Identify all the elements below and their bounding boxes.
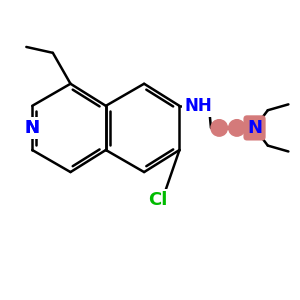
Text: N: N — [25, 119, 40, 137]
Circle shape — [229, 120, 245, 136]
Circle shape — [211, 120, 227, 136]
Text: N: N — [25, 119, 40, 137]
Text: N: N — [247, 119, 262, 137]
Text: NH: NH — [185, 97, 212, 115]
Text: N: N — [25, 119, 40, 137]
Text: Cl: Cl — [148, 191, 167, 209]
